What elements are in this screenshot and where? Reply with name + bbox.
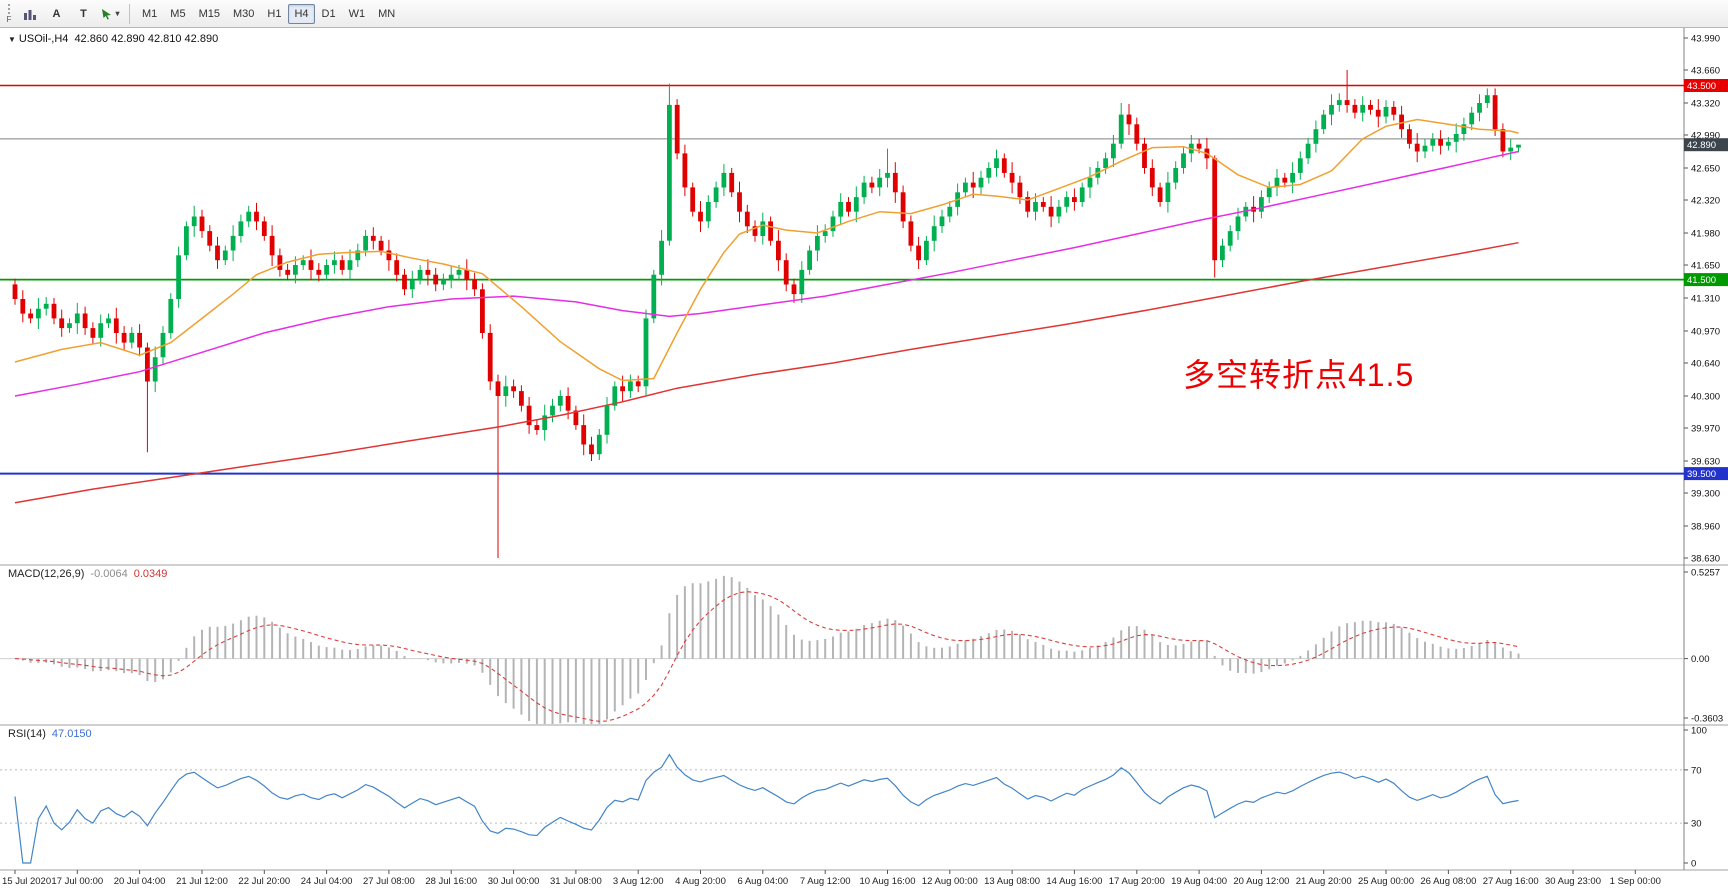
svg-text:43.990: 43.990 [1691, 34, 1720, 45]
svg-text:70: 70 [1691, 765, 1702, 776]
svg-text:21 Aug 20:00: 21 Aug 20:00 [1296, 876, 1352, 887]
svg-text:40.300: 40.300 [1691, 392, 1720, 403]
svg-text:3 Aug 12:00: 3 Aug 12:00 [613, 876, 664, 887]
svg-text:42.890: 42.890 [1687, 140, 1716, 151]
svg-text:41.980: 41.980 [1691, 229, 1720, 240]
svg-text:42.320: 42.320 [1691, 196, 1720, 207]
grip-label: F [6, 15, 12, 24]
timeframe-m5-button[interactable]: M5 [164, 4, 191, 24]
svg-text:6 Aug 04:00: 6 Aug 04:00 [737, 876, 788, 887]
macd-title: MACD(12,26,9) [8, 568, 85, 580]
svg-text:38.960: 38.960 [1691, 522, 1720, 533]
svg-text:41.500: 41.500 [1687, 275, 1716, 286]
svg-text:14 Aug 16:00: 14 Aug 16:00 [1046, 876, 1102, 887]
chevron-down-icon: ▾ [115, 9, 120, 18]
svg-text:43.660: 43.660 [1691, 66, 1720, 77]
svg-text:42.650: 42.650 [1691, 164, 1720, 175]
toolbar-grip[interactable]: F [3, 1, 15, 27]
cursor-arrow-icon [102, 8, 112, 19]
text-a-button[interactable]: A [44, 3, 69, 25]
svg-text:15 Jul 2020: 15 Jul 2020 [2, 876, 51, 887]
timeframe-h4-button[interactable]: H4 [288, 3, 315, 24]
svg-text:-0.3603: -0.3603 [1691, 714, 1723, 725]
svg-text:28 Jul 16:00: 28 Jul 16:00 [425, 876, 477, 887]
top-toolbar: F A T ▾ M1 M5 M15 M30 H1 H4 D1 W1 MN [0, 0, 1728, 28]
svg-text:100: 100 [1691, 726, 1707, 737]
svg-text:43.500: 43.500 [1687, 81, 1716, 92]
timeframe-d1-button[interactable]: D1 [316, 4, 342, 24]
svg-text:4 Aug 20:00: 4 Aug 20:00 [675, 876, 726, 887]
svg-text:13 Aug 08:00: 13 Aug 08:00 [984, 876, 1040, 887]
grip-dots-icon [6, 3, 12, 15]
macd-indicator-label: MACD(12,26,9) -0.0064 0.0349 [8, 568, 167, 580]
rsi-indicator-label: RSI(14) 47.0150 [8, 728, 92, 740]
svg-text:26 Aug 08:00: 26 Aug 08:00 [1420, 876, 1476, 887]
svg-text:27 Jul 08:00: 27 Jul 08:00 [363, 876, 415, 887]
timeframe-group: M1 M5 M15 M30 H1 H4 D1 W1 MN [136, 3, 401, 24]
timeframe-mn-button[interactable]: MN [372, 4, 401, 24]
timeframe-h1-button[interactable]: H1 [261, 4, 287, 24]
svg-text:7 Aug 12:00: 7 Aug 12:00 [800, 876, 851, 887]
rsi-value: 47.0150 [51, 728, 92, 740]
charts-bar-icon[interactable] [17, 3, 42, 25]
svg-text:40.640: 40.640 [1691, 359, 1720, 370]
svg-text:19 Aug 04:00: 19 Aug 04:00 [1171, 876, 1227, 887]
svg-text:39.630: 39.630 [1691, 457, 1720, 468]
timeframe-m30-button[interactable]: M30 [227, 4, 260, 24]
chart-title: ▼ USOil-,H4 42.860 42.890 42.810 42.890 [8, 33, 218, 45]
svg-text:27 Aug 16:00: 27 Aug 16:00 [1483, 876, 1539, 887]
macd-main-value: -0.0064 [90, 568, 128, 580]
timeframe-m1-button[interactable]: M1 [136, 4, 163, 24]
svg-text:31 Jul 08:00: 31 Jul 08:00 [550, 876, 602, 887]
timeframe-w1-button[interactable]: W1 [343, 4, 372, 24]
svg-text:30 Jul 00:00: 30 Jul 00:00 [488, 876, 540, 887]
rsi-title: RSI(14) [8, 728, 46, 740]
svg-text:22 Jul 20:00: 22 Jul 20:00 [238, 876, 290, 887]
svg-text:0.00: 0.00 [1691, 654, 1710, 665]
svg-text:20 Aug 12:00: 20 Aug 12:00 [1233, 876, 1289, 887]
svg-text:38.630: 38.630 [1691, 554, 1720, 565]
svg-text:39.500: 39.500 [1687, 469, 1716, 480]
svg-text:39.970: 39.970 [1691, 424, 1720, 435]
svg-text:41.650: 41.650 [1691, 261, 1720, 272]
symbol-period-label: USOil-,H4 [18, 33, 69, 45]
ohlc-values: 42.860 42.890 42.810 42.890 [74, 33, 219, 45]
svg-text:39.300: 39.300 [1691, 489, 1720, 500]
svg-text:30 Aug 23:00: 30 Aug 23:00 [1545, 876, 1601, 887]
svg-text:10 Aug 16:00: 10 Aug 16:00 [860, 876, 916, 887]
timeframe-m15-button[interactable]: M15 [193, 4, 226, 24]
svg-text:0.5257: 0.5257 [1691, 568, 1720, 579]
svg-text:43.320: 43.320 [1691, 99, 1720, 110]
toolbar-separator [129, 3, 130, 24]
macd-signal-value: 0.0349 [133, 568, 168, 580]
svg-text:41.310: 41.310 [1691, 294, 1720, 305]
svg-text:17 Aug 20:00: 17 Aug 20:00 [1109, 876, 1165, 887]
svg-text:24 Jul 04:00: 24 Jul 04:00 [301, 876, 353, 887]
cursor-tool-button[interactable]: ▾ [98, 3, 123, 25]
collapse-triangle-icon: ▼ [8, 35, 16, 44]
chart-text-annotation: 多空转折点41.5 [1183, 357, 1415, 393]
svg-text:30: 30 [1691, 819, 1702, 830]
svg-text:25 Aug 00:00: 25 Aug 00:00 [1358, 876, 1414, 887]
svg-text:0: 0 [1691, 859, 1696, 870]
svg-text:17 Jul 00:00: 17 Jul 00:00 [51, 876, 103, 887]
svg-text:12 Aug 00:00: 12 Aug 00:00 [922, 876, 978, 887]
text-t-button[interactable]: T [71, 3, 96, 25]
svg-text:20 Jul 04:00: 20 Jul 04:00 [114, 876, 166, 887]
svg-text:21 Jul 12:00: 21 Jul 12:00 [176, 876, 228, 887]
svg-text:42.990: 42.990 [1691, 131, 1720, 142]
svg-text:1 Sep 00:00: 1 Sep 00:00 [1610, 876, 1661, 887]
svg-text:40.970: 40.970 [1691, 327, 1720, 338]
